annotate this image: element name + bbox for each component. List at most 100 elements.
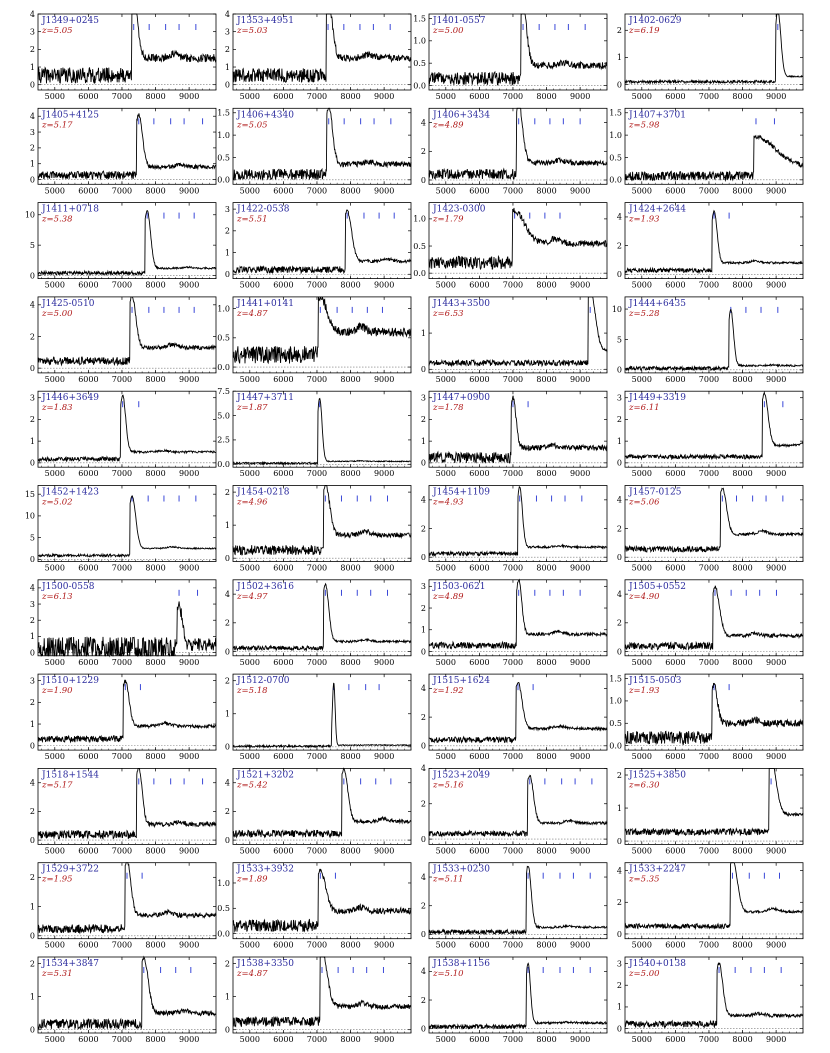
- y-tick-label: 2: [421, 524, 426, 533]
- y-tick-label: 1: [30, 437, 35, 446]
- y-tick-label: 0: [617, 80, 622, 89]
- x-tick-label: 8000: [536, 375, 556, 384]
- panel-frame: [624, 768, 804, 845]
- spectrum-line: [428, 485, 608, 558]
- y-tick-label: 1: [30, 902, 35, 911]
- x-tick-label: 6000: [78, 281, 98, 290]
- x-tick-label: 8000: [340, 281, 360, 290]
- x-tick-label: 6000: [469, 752, 489, 761]
- x-tick-label: 6000: [273, 375, 293, 384]
- x-tick-label: 8000: [145, 1035, 165, 1044]
- panel-frame: [232, 862, 412, 940]
- y-tick-label: 4: [30, 779, 35, 788]
- y-tick-label: 3: [30, 394, 35, 403]
- redshift-label: z=5.38: [41, 215, 73, 225]
- quasar-name: J1518+1544: [41, 770, 99, 780]
- y-tick-label: 1.5: [609, 674, 622, 683]
- x-tick-label: 5000: [436, 941, 456, 950]
- x-tick-label: 5000: [240, 658, 260, 667]
- y-tick-label: 0.5: [609, 153, 622, 162]
- y-tick-label: 1: [30, 992, 35, 1001]
- spectrum-panel: 5000 6000 7000 8000 9000 0.0 0.5 1.0 J1533+3932z…: [217, 862, 412, 950]
- quasar-name: J1533+2247: [628, 865, 686, 875]
- spectrum-line: [37, 210, 217, 277]
- quasar-name: J1447+3711: [236, 393, 294, 403]
- y-tick-label: 2: [617, 771, 622, 780]
- y-tick-label: 1.0: [413, 215, 426, 224]
- panel-frame: [428, 862, 608, 940]
- panel-frame: [232, 107, 412, 185]
- y-tick-label: 2: [617, 619, 622, 628]
- quasar-name: J1523+2049: [432, 770, 490, 780]
- spectrum-line: [624, 308, 804, 372]
- x-tick-label: 8000: [536, 564, 556, 573]
- panel-frame: [624, 579, 804, 657]
- x-tick-label: 9000: [374, 92, 394, 101]
- x-tick-label: 8000: [340, 469, 360, 478]
- panel-frame: [232, 579, 412, 657]
- y-tick-label: 1.0: [609, 697, 622, 706]
- redshift-label: z=4.87: [236, 969, 268, 979]
- y-tick-label: 3: [30, 676, 35, 685]
- x-tick-label: 6000: [469, 658, 489, 667]
- y-tick-label: 2: [617, 981, 622, 990]
- panel-frame: [428, 956, 608, 1034]
- x-tick-label: 5000: [240, 752, 260, 761]
- y-tick-label: 2: [30, 332, 35, 341]
- quasar-name: J1538+3350: [236, 959, 294, 969]
- x-tick-label: 5000: [632, 92, 652, 101]
- x-tick-label: 9000: [179, 281, 199, 290]
- redshift-label: z=5.06: [628, 498, 660, 508]
- y-tick-label: 3: [421, 394, 426, 403]
- y-tick-label: 2: [421, 902, 426, 911]
- spectrum-line: [37, 113, 217, 181]
- x-tick-label: 6000: [78, 846, 98, 855]
- panel-frame: [37, 390, 217, 468]
- panel-frame: [37, 107, 217, 185]
- spectrum-line: [232, 868, 412, 934]
- spectrum-line: [37, 862, 217, 935]
- y-tick-label: 2: [225, 227, 230, 236]
- y-tick-label: 0.0: [413, 81, 426, 90]
- spectrum-line: [624, 134, 804, 182]
- y-tick-label: 1.5: [413, 14, 426, 23]
- x-tick-label: 6000: [273, 281, 293, 290]
- y-tick-label: 1.0: [217, 879, 230, 888]
- redshift-label: z=1.87: [236, 403, 268, 413]
- y-tick-label: 0: [617, 459, 622, 468]
- redshift-label: z=4.93: [432, 498, 464, 508]
- redshift-label: z=1.93: [628, 215, 660, 225]
- panel-frame: [624, 673, 804, 751]
- x-tick-label: 8000: [340, 941, 360, 950]
- x-tick-label: 6000: [665, 941, 685, 950]
- x-tick-label: 9000: [570, 752, 590, 761]
- x-tick-label: 5000: [45, 92, 65, 101]
- x-tick-label: 8000: [732, 846, 752, 855]
- spectrum-line: [232, 209, 412, 275]
- panel-frame: [624, 202, 804, 280]
- x-tick-label: 8000: [145, 752, 165, 761]
- spectrum-panel: 5000 6000 7000 8000 9000 0 1 2 3 4 J1353+4951z=5.0…: [225, 10, 412, 101]
- quasar-name: J1540+0138: [628, 959, 686, 969]
- x-tick-label: 8000: [145, 469, 165, 478]
- x-tick-label: 6000: [78, 1035, 98, 1044]
- x-tick-label: 7000: [307, 564, 327, 573]
- redshift-label: z=5.05: [41, 26, 73, 36]
- y-tick-label: 4: [421, 496, 426, 505]
- x-tick-label: 9000: [179, 92, 199, 101]
- x-tick-label: 5000: [45, 375, 65, 384]
- spectrum-line: [428, 774, 608, 838]
- x-tick-label: 6000: [665, 92, 685, 101]
- spectrum-panel: 5000 6000 7000 8000 9000 0.0 0.5 1.0 1.5 J1515-05…: [609, 673, 804, 761]
- redshift-label: z=1.83: [41, 403, 73, 413]
- x-tick-label: 6000: [665, 281, 685, 290]
- redshift-label: z=5.18: [236, 686, 268, 696]
- x-tick-label: 7000: [307, 752, 327, 761]
- y-tick-label: 0: [225, 743, 230, 752]
- x-tick-label: 9000: [374, 658, 394, 667]
